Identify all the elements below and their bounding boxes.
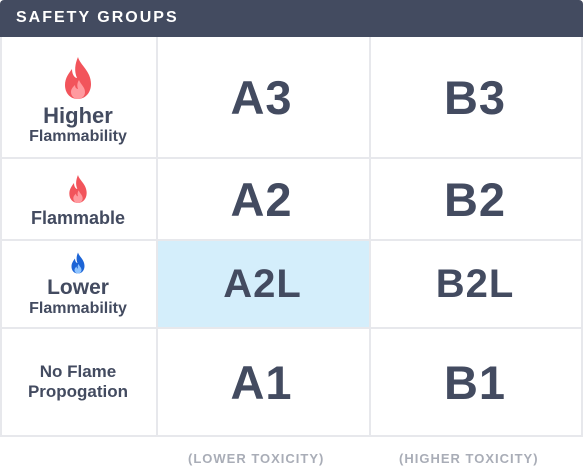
cell-a3: A3 [230, 70, 293, 124]
row-label-line2: Flammability [29, 299, 127, 317]
header-title: SAFETY GROUPS [16, 9, 179, 26]
row-label-lower-flammability: Lower Flammability [0, 242, 156, 328]
flame-icon [71, 252, 85, 274]
column-label-higher-toxicity: (HIGHER TOXICITY) [399, 451, 539, 466]
highlighted-cell-a2l [158, 241, 371, 327]
grid-divider-vertical-1 [156, 37, 158, 435]
header-bar: SAFETY GROUPS [0, 0, 583, 37]
column-label-lower-toxicity: (LOWER TOXICITY) [188, 451, 325, 466]
cell-a2l: A2L [223, 261, 302, 306]
grid-divider-horizontal-3 [2, 327, 581, 329]
row-label-line1: No Flame [39, 361, 117, 381]
row-label-line2: Flammability [29, 127, 127, 145]
cell-b2l: B2L [435, 261, 515, 306]
grid-divider-horizontal-2 [2, 239, 581, 241]
row-label-no-flame: No Flame Propogation [0, 329, 156, 435]
row-label-line1: Lower [47, 275, 109, 299]
row-label-line1: Higher [43, 102, 113, 128]
safety-grid [0, 37, 583, 437]
flame-icon [69, 174, 87, 203]
cell-b3: B3 [443, 70, 507, 124]
row-label-line1: Flammable [30, 207, 126, 228]
grid-divider-vertical-2 [369, 37, 371, 435]
cell-b1: B1 [443, 355, 507, 409]
cell-a1: A1 [230, 355, 293, 409]
row-label-higher-flammability: Higher Flammability [0, 44, 156, 158]
row-label-line2: Propogation [27, 382, 129, 401]
cell-b2: B2 [443, 172, 507, 226]
row-label-flammable: Flammable [0, 160, 156, 240]
cell-a2: A2 [230, 172, 293, 226]
flame-icon [65, 56, 91, 99]
grid-divider-horizontal-1 [2, 157, 581, 159]
